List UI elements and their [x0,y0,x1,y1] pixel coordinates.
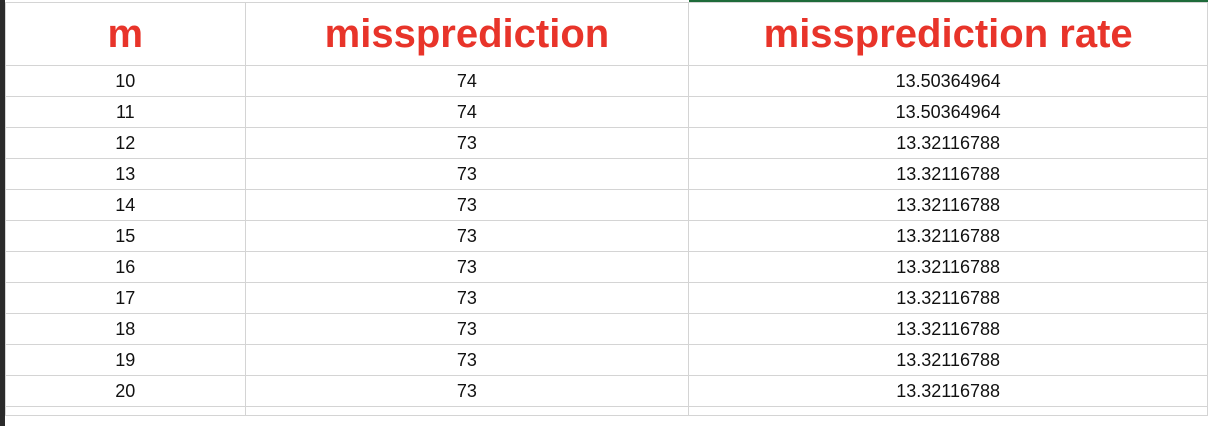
empty-cell[interactable] [5,406,246,416]
cell-missprediction[interactable]: 73 [244,220,690,252]
cell-m[interactable]: 19 [5,344,246,376]
table-row: 14 73 13.32116788 [5,189,1208,221]
header-cell-missprediction-rate[interactable]: missprediction rate [688,2,1208,66]
cell-missprediction[interactable]: 74 [244,96,690,128]
header-row: m missprediction missprediction rate [5,2,1208,66]
cell-m[interactable]: 11 [5,96,246,128]
cell-missprediction[interactable]: 73 [244,344,690,376]
cell-missprediction[interactable]: 74 [244,65,690,97]
cell-missprediction[interactable]: 73 [244,375,690,407]
table-row: 18 73 13.32116788 [5,313,1208,345]
empty-cell[interactable] [244,406,690,416]
table-row: 10 74 13.50364964 [5,65,1208,97]
cell-m[interactable]: 17 [5,282,246,314]
table-row: 16 73 13.32116788 [5,251,1208,283]
cell-m[interactable]: 12 [5,127,246,159]
cell-missprediction-rate[interactable]: 13.32116788 [688,313,1208,345]
table-row: 20 73 13.32116788 [5,375,1208,407]
cell-m[interactable]: 16 [5,251,246,283]
empty-row [5,406,1208,416]
cell-m[interactable]: 13 [5,158,246,190]
cell-missprediction-rate[interactable]: 13.50364964 [688,65,1208,97]
window-left-edge [0,0,5,426]
cell-m[interactable]: 10 [5,65,246,97]
cell-missprediction-rate[interactable]: 13.32116788 [688,158,1208,190]
table-row: 12 73 13.32116788 [5,127,1208,159]
cell-missprediction[interactable]: 73 [244,189,690,221]
selected-column-indicator [689,0,1208,3]
cell-missprediction-rate[interactable]: 13.32116788 [688,251,1208,283]
cell-m[interactable]: 18 [5,313,246,345]
cell-missprediction-rate[interactable]: 13.32116788 [688,344,1208,376]
cell-missprediction[interactable]: 73 [244,251,690,283]
header-cell-m[interactable]: m [5,2,246,66]
cell-missprediction[interactable]: 73 [244,313,690,345]
cell-missprediction[interactable]: 73 [244,127,690,159]
cell-missprediction-rate[interactable]: 13.32116788 [688,127,1208,159]
table-row: 15 73 13.32116788 [5,220,1208,252]
cell-missprediction[interactable]: 73 [244,158,690,190]
table-row: 13 73 13.32116788 [5,158,1208,190]
cell-missprediction-rate[interactable]: 13.32116788 [688,220,1208,252]
cell-missprediction-rate[interactable]: 13.32116788 [688,189,1208,221]
cell-m[interactable]: 15 [5,220,246,252]
table-row: 11 74 13.50364964 [5,96,1208,128]
table-row: 17 73 13.32116788 [5,282,1208,314]
table-row: 19 73 13.32116788 [5,344,1208,376]
empty-cell[interactable] [688,406,1208,416]
cell-missprediction-rate[interactable]: 13.32116788 [688,375,1208,407]
cell-missprediction-rate[interactable]: 13.32116788 [688,282,1208,314]
cell-m[interactable]: 14 [5,189,246,221]
cell-missprediction-rate[interactable]: 13.50364964 [688,96,1208,128]
cell-missprediction[interactable]: 73 [244,282,690,314]
spreadsheet-grid: m missprediction missprediction rate 10 7… [5,2,1208,416]
header-cell-missprediction[interactable]: missprediction [244,2,690,66]
cell-m[interactable]: 20 [5,375,246,407]
